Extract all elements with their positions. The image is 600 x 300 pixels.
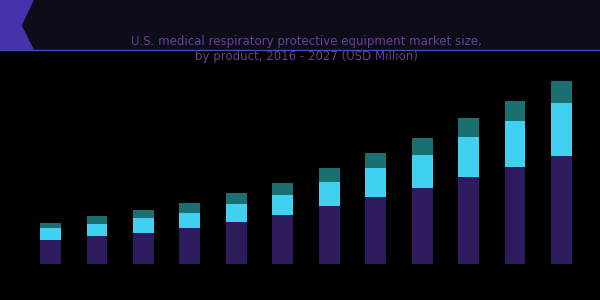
Bar: [179, 228, 200, 264]
Bar: [40, 223, 61, 228]
Bar: [412, 188, 433, 264]
Bar: [86, 224, 107, 236]
Bar: [179, 203, 200, 213]
Bar: [412, 138, 433, 155]
Bar: [551, 103, 572, 156]
Bar: [412, 155, 433, 188]
Bar: [133, 218, 154, 233]
Bar: [458, 118, 479, 137]
Bar: [133, 210, 154, 218]
Bar: [505, 121, 526, 167]
Bar: [365, 168, 386, 197]
Bar: [551, 156, 572, 264]
Title: U.S. medical respiratory protective equipment market size,
by product, 2016 - 20: U.S. medical respiratory protective equi…: [131, 35, 481, 63]
Bar: [272, 215, 293, 264]
Bar: [272, 183, 293, 195]
Bar: [458, 177, 479, 264]
Bar: [505, 101, 526, 121]
Bar: [365, 197, 386, 264]
Bar: [226, 193, 247, 204]
Bar: [458, 137, 479, 177]
Bar: [133, 233, 154, 264]
Bar: [319, 182, 340, 206]
Bar: [505, 167, 526, 264]
Bar: [365, 153, 386, 168]
Bar: [40, 228, 61, 240]
Bar: [40, 240, 61, 264]
Bar: [226, 204, 247, 222]
Bar: [226, 222, 247, 264]
Bar: [319, 168, 340, 182]
Bar: [319, 206, 340, 264]
Bar: [179, 213, 200, 228]
Bar: [551, 81, 572, 103]
Bar: [86, 216, 107, 224]
Bar: [86, 236, 107, 264]
Bar: [272, 195, 293, 215]
Legend: N95 Respirators, Surgical Masks, Other: N95 Respirators, Surgical Masks, Other: [184, 297, 428, 300]
